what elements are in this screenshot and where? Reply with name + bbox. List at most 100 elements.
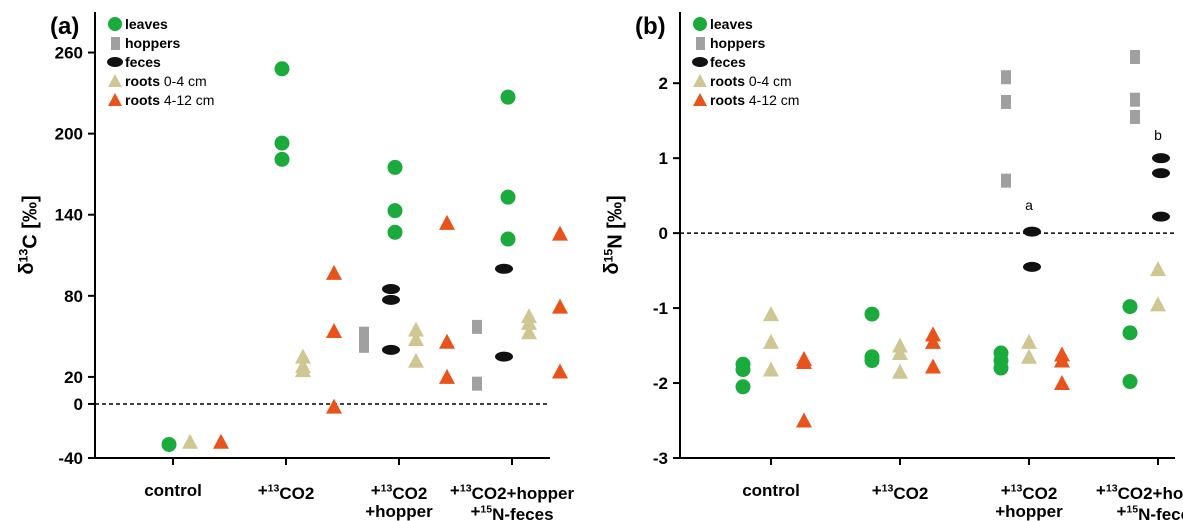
y-axis-title: δ15N [‰] [601,195,626,274]
data-point-roots-0-4-cm [521,314,537,330]
data-point-leaves [387,224,403,240]
data-point-roots-4-12-cm [1054,352,1070,368]
data-point-feces [1023,261,1041,272]
legend-marker-hoppers [111,37,120,50]
data-point-roots-0-4-cm [182,433,198,449]
legend-marker-roots-0-4-cm [108,74,122,87]
x-category-label: +15N-feces [1116,502,1183,521]
data-point-leaves [387,203,403,219]
data-point-roots-4-12-cm [213,433,229,449]
data-point-roots-0-4-cm [892,345,908,361]
annotation-label: b [1154,127,1162,143]
data-point-leaves [274,135,290,151]
panel-label: (b) [635,13,666,40]
data-point-roots-0-4-cm [892,363,908,379]
y-tick-label: 80 [64,287,83,306]
data-point-roots-4-12-cm [439,214,455,230]
data-point-leaves [500,231,516,247]
legend-marker-roots-4-12-cm [108,93,122,106]
x-category-label: +13CO2+hopper [1096,481,1183,503]
data-point-leaves [1122,374,1138,390]
data-point-leaves [993,360,1009,376]
data-point-roots-4-12-cm [326,264,342,280]
data-point-roots-0-4-cm [521,324,537,340]
legend-marker-roots-0-4-cm [693,74,707,87]
data-point-feces [495,263,513,274]
data-point-roots-4-12-cm [796,354,812,370]
data-point-feces [382,344,400,355]
data-point-roots-4-12-cm [439,333,455,349]
data-point-hoppers [359,338,369,353]
legend-label: feces [125,54,161,70]
legend-label: roots 0-4 cm [125,73,207,89]
data-point-roots-4-12-cm [552,225,568,241]
data-point-roots-4-12-cm [925,333,941,349]
data-point-hoppers [1130,92,1140,107]
data-point-hoppers [472,319,482,334]
data-point-hoppers [1001,173,1011,188]
data-point-feces [1152,168,1170,179]
x-category-label: +hopper [365,502,433,521]
data-point-roots-0-4-cm [763,306,779,322]
x-category-label: +13CO2+hopper [450,481,575,503]
legend-marker-feces [692,57,708,67]
y-tick-label: -40 [58,449,83,468]
y-tick-label: -3 [653,449,668,468]
data-point-leaves [864,306,880,322]
data-point-leaves [1122,325,1138,341]
legend-marker-hoppers [696,37,705,50]
legend-label: leaves [710,16,753,32]
panel-label: (a) [50,13,79,40]
data-point-roots-4-12-cm [925,358,941,374]
data-point-leaves [274,61,290,77]
data-point-roots-4-12-cm [326,322,342,338]
legend-label: hoppers [125,35,180,51]
data-point-hoppers [1001,94,1011,109]
data-point-roots-0-4-cm [763,361,779,377]
legend-marker-leaves [693,17,707,31]
data-point-feces [1152,211,1170,222]
legend-marker-feces [107,57,123,67]
data-point-leaves [161,436,177,452]
data-point-feces [1152,153,1170,164]
data-point-leaves [274,151,290,167]
legend-label: roots 4-12 cm [710,92,799,108]
legend-marker-leaves [108,17,122,31]
legend-label: roots 0-4 cm [710,73,792,89]
data-point-leaves [735,362,751,378]
data-point-roots-0-4-cm [408,331,424,347]
data-point-leaves [864,353,880,369]
data-point-leaves [1122,299,1138,315]
y-tick-label: 0 [74,395,83,414]
data-point-roots-0-4-cm [1150,296,1166,312]
y-tick-label: -1 [653,299,668,318]
x-category-label: +15N-feces [470,502,553,521]
data-point-hoppers [1130,109,1140,124]
x-category-label: control [144,481,202,500]
data-point-hoppers [359,326,369,341]
x-category-label: +hopper [995,502,1063,521]
x-category-label: +13CO2 [872,481,929,503]
y-tick-label: 260 [55,44,83,63]
x-category-label: +13CO2 [1001,481,1058,503]
data-point-roots-4-12-cm [326,398,342,414]
x-category-label: control [742,481,800,500]
data-point-roots-4-12-cm [439,368,455,384]
data-point-roots-4-12-cm [552,298,568,314]
data-point-leaves [387,159,403,175]
data-point-roots-4-12-cm [796,412,812,428]
y-tick-label: 2 [659,74,668,93]
data-point-leaves [500,189,516,205]
y-tick-label: 140 [55,206,83,225]
data-point-feces [382,284,400,295]
data-point-leaves [735,379,751,395]
x-category-label: +13CO2 [371,481,428,503]
data-point-roots-4-12-cm [552,363,568,379]
y-tick-label: 1 [659,149,668,168]
legend-label: feces [710,54,746,70]
data-point-leaves [500,89,516,105]
data-point-roots-0-4-cm [763,333,779,349]
data-point-roots-0-4-cm [1150,261,1166,277]
